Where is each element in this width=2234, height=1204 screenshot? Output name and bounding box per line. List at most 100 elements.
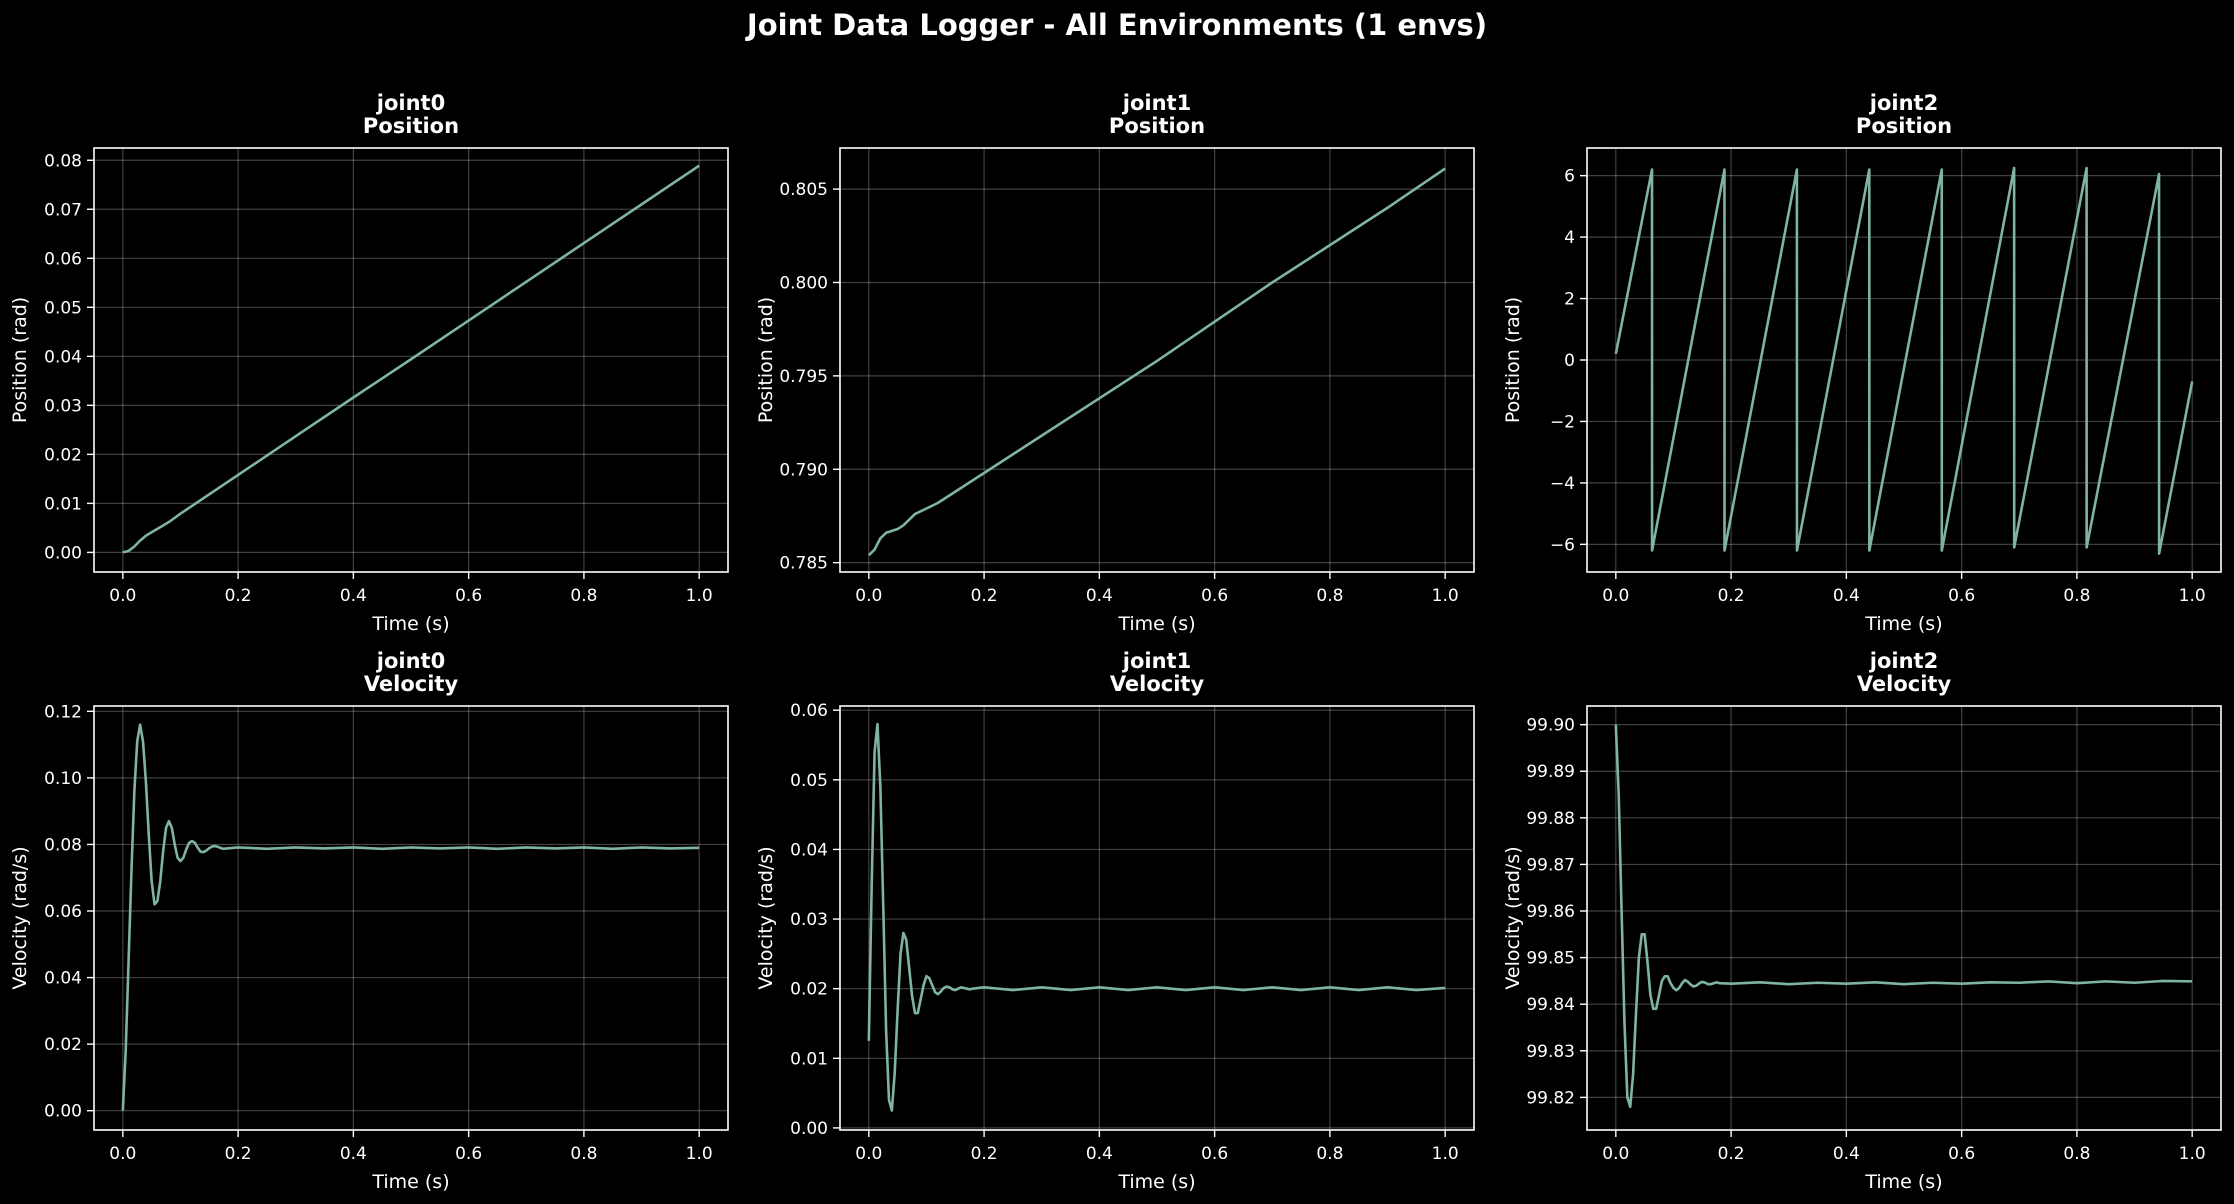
chart-joint0-velocity: 0.0 0.2 0.4 0.6 0.8 1.0 0.00 0.02 0.04 0.06 0.08 0.… xyxy=(9,649,729,1193)
y-tick-label: 0.03 xyxy=(790,910,828,930)
y-tick-label: 0.01 xyxy=(790,1049,828,1069)
x-tick-label: 1.0 xyxy=(2179,586,2206,606)
y-tick-label: 0.790 xyxy=(779,460,828,480)
x-tick-label: 0.6 xyxy=(455,1144,482,1164)
x-tick-label: 0.8 xyxy=(2063,1144,2090,1164)
chart-title-line: joint2 xyxy=(1869,649,1938,673)
plot-frame xyxy=(839,705,1475,1131)
y-tick-label: 0 xyxy=(1564,351,1575,371)
x-tick-label: 0.4 xyxy=(1833,1144,1860,1164)
y-tick-label: 0.04 xyxy=(790,840,828,860)
y-tick-label: 0.02 xyxy=(790,980,828,1000)
y-tick-label: −4 xyxy=(1550,474,1575,494)
series-line xyxy=(867,722,1446,1112)
y-tick-label: 99.86 xyxy=(1526,902,1575,922)
y-tick-label: 0.800 xyxy=(779,273,828,293)
y-axis-label: Velocity (rad/s) xyxy=(755,846,777,989)
x-axis-label: Time (s) xyxy=(1117,1171,1195,1193)
plot-frame xyxy=(839,147,1475,573)
chart-title-line: joint0 xyxy=(376,91,445,115)
x-tick-label: 0.0 xyxy=(109,1144,136,1164)
x-tick-label: 0.6 xyxy=(1948,586,1975,606)
plot-frame xyxy=(93,705,729,1131)
y-axis-label: Velocity (rad/s) xyxy=(9,846,31,989)
x-tick-label: 0.6 xyxy=(1948,1144,1975,1164)
chart-joint1-velocity: 0.0 0.2 0.4 0.6 0.8 1.0 0.00 0.01 0.02 0.03 0.04 0.… xyxy=(755,649,1475,1193)
series-line xyxy=(1614,166,2194,555)
plot-frame xyxy=(1586,147,2222,573)
x-axis-label: Time (s) xyxy=(1864,613,1942,635)
chart-title-line: Position xyxy=(1856,114,1952,138)
y-tick-label: 0.08 xyxy=(44,151,82,171)
y-tick-label: 0.00 xyxy=(44,1102,82,1122)
y-tick-label: 0.06 xyxy=(44,902,82,922)
y-tick-label: 0.07 xyxy=(44,200,82,220)
chart-title-line: Velocity xyxy=(364,672,459,696)
y-tick-label: 0.06 xyxy=(790,701,828,721)
y-tick-label: 99.87 xyxy=(1526,855,1575,875)
y-tick-label: 0.02 xyxy=(44,445,82,465)
y-tick-label: 0.00 xyxy=(790,1119,828,1139)
x-tick-label: 0.2 xyxy=(971,586,998,606)
y-tick-label: −2 xyxy=(1550,412,1575,432)
plot-frame xyxy=(93,147,729,573)
x-tick-label: 0.8 xyxy=(570,1144,597,1164)
x-tick-label: 0.4 xyxy=(340,586,367,606)
y-tick-label: 0.785 xyxy=(779,554,828,574)
x-tick-label: 0.8 xyxy=(1316,1144,1343,1164)
x-tick-label: 1.0 xyxy=(1432,1144,1459,1164)
chart-title-line: Velocity xyxy=(1857,672,1952,696)
chart-joint0-position: 0.0 0.2 0.4 0.6 0.8 1.0 0.00 0.01 0.02 0.03 0.04 0.… xyxy=(9,91,729,635)
chart-title-line: joint0 xyxy=(376,649,445,673)
y-tick-label: 0.06 xyxy=(44,249,82,269)
y-tick-label: 0.01 xyxy=(44,494,82,514)
x-tick-label: 0.2 xyxy=(971,1144,998,1164)
y-axis-label: Position (rad) xyxy=(755,297,777,423)
series-line xyxy=(867,167,1446,557)
y-axis-label: Position (rad) xyxy=(9,297,31,423)
chart-joint1-position: 0.0 0.2 0.4 0.6 0.8 1.0 0.785 0.790 0.795 0.800 0.… xyxy=(755,91,1475,635)
y-tick-label: 99.83 xyxy=(1526,1042,1575,1062)
chart-title-line: Position xyxy=(363,114,459,138)
y-tick-label: 0.10 xyxy=(44,769,82,789)
series-line xyxy=(121,723,700,1111)
y-tick-label: 0.05 xyxy=(44,298,82,318)
y-tick-label: 99.84 xyxy=(1526,995,1575,1015)
y-tick-label: 99.82 xyxy=(1526,1088,1575,1108)
x-tick-label: 0.6 xyxy=(455,586,482,606)
x-tick-label: 0.2 xyxy=(1718,1144,1745,1164)
x-tick-label: 0.2 xyxy=(225,1144,252,1164)
x-tick-label: 0.2 xyxy=(1718,586,1745,606)
y-tick-label: 0.04 xyxy=(44,969,82,989)
chart-joint2-velocity: 0.0 0.2 0.4 0.6 0.8 1.0 99.82 99.83 99.84 99.85 99… xyxy=(1502,649,2222,1193)
y-tick-label: 0.03 xyxy=(44,396,82,416)
x-tick-label: 0.0 xyxy=(1602,586,1629,606)
y-axis-label: Velocity (rad/s) xyxy=(1502,846,1524,989)
y-tick-label: 0.05 xyxy=(790,771,828,791)
y-tick-label: 0.00 xyxy=(44,543,82,563)
chart-title-line: joint1 xyxy=(1122,649,1191,673)
series-line xyxy=(1614,724,2193,1109)
chart-joint2-position: 0.0 0.2 0.4 0.6 0.8 1.0−6−4−20246joint2Positi… xyxy=(1502,91,2222,635)
x-tick-label: 0.2 xyxy=(225,586,252,606)
x-axis-label: Time (s) xyxy=(1864,1171,1942,1193)
y-tick-label: 0.12 xyxy=(44,702,82,722)
x-tick-label: 1.0 xyxy=(2179,1144,2206,1164)
x-tick-label: 1.0 xyxy=(1432,586,1459,606)
y-tick-label: 0.04 xyxy=(44,347,82,367)
x-tick-label: 1.0 xyxy=(686,1144,713,1164)
chart-title-line: Position xyxy=(1109,114,1205,138)
x-axis-label: Time (s) xyxy=(371,1171,449,1193)
x-tick-label: 0.0 xyxy=(1602,1144,1629,1164)
x-tick-label: 0.4 xyxy=(1086,586,1113,606)
x-tick-label: 0.0 xyxy=(855,586,882,606)
x-tick-label: 0.8 xyxy=(1316,586,1343,606)
y-tick-label: 0.795 xyxy=(779,367,828,387)
y-tick-label: 0.805 xyxy=(779,180,828,200)
y-axis-label: Position (rad) xyxy=(1502,297,1524,423)
x-tick-label: 0.0 xyxy=(109,586,136,606)
y-tick-label: 99.85 xyxy=(1526,949,1575,969)
x-axis-label: Time (s) xyxy=(371,613,449,635)
x-axis-label: Time (s) xyxy=(1117,613,1195,635)
y-tick-label: 0.08 xyxy=(44,835,82,855)
